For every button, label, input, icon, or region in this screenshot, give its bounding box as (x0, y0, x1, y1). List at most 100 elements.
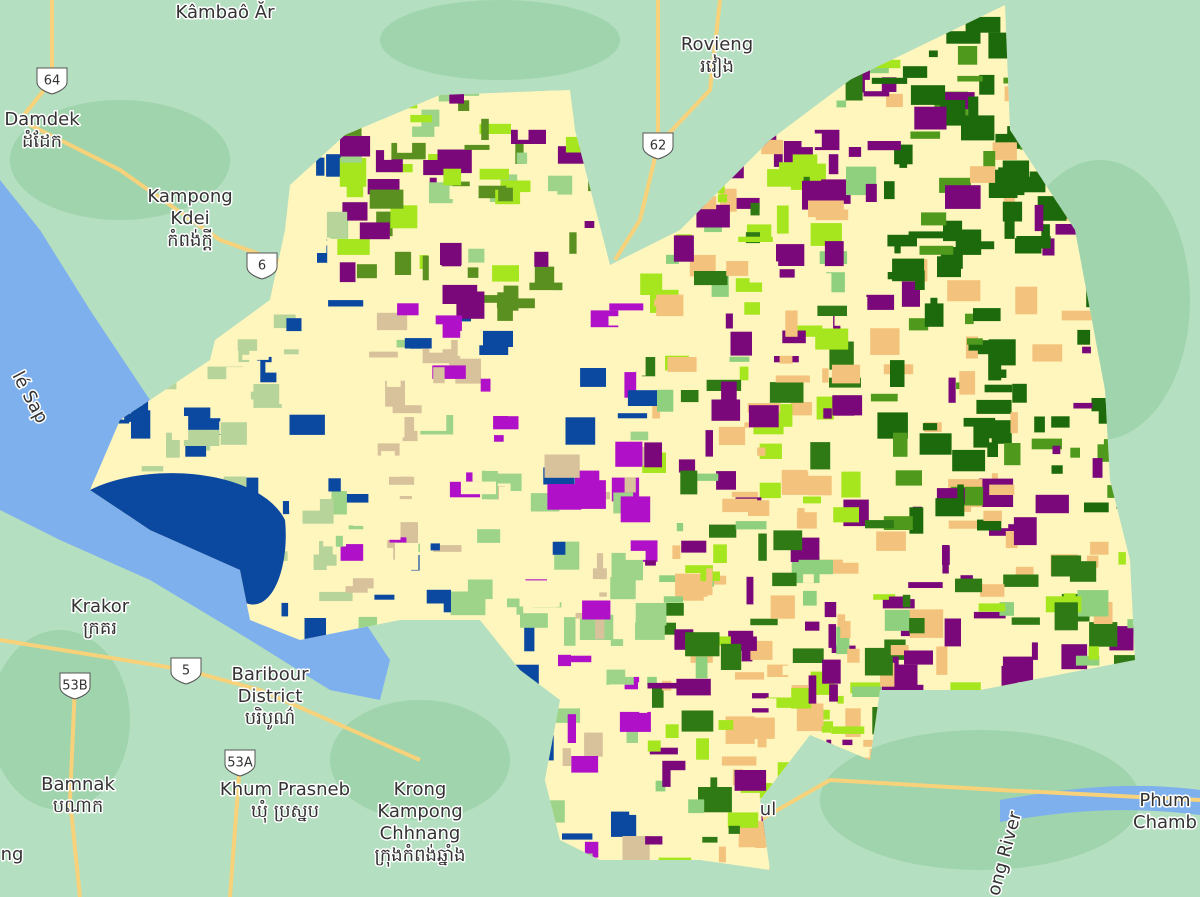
land-patch (868, 59, 901, 69)
land-patch (947, 280, 981, 302)
shield-shape (224, 749, 256, 777)
land-patch (718, 720, 734, 730)
land-patch (909, 507, 924, 534)
land-patch (281, 602, 289, 617)
land-patch (725, 313, 733, 329)
land-patch (837, 695, 844, 704)
land-patch (893, 432, 908, 457)
land-patch (847, 648, 860, 663)
land-patch (557, 380, 566, 400)
shield-shape (36, 67, 68, 95)
land-patch (910, 131, 941, 139)
land-patch (410, 114, 432, 123)
land-patch (731, 491, 758, 498)
land-patch (645, 560, 656, 566)
land-patch (433, 135, 457, 151)
land-patch (833, 507, 859, 523)
land-patch (798, 559, 833, 575)
land-patch (423, 160, 450, 176)
land-patch (238, 342, 250, 363)
land-patch (1031, 438, 1062, 450)
land-patch (599, 332, 623, 353)
land-patch (908, 318, 929, 331)
land-patch (680, 470, 698, 495)
land-patch (921, 212, 947, 226)
land-patch (640, 273, 663, 295)
land-patch (625, 649, 660, 677)
land-patch (183, 429, 220, 446)
land-patch (865, 520, 894, 529)
land-patch (1031, 642, 1038, 660)
land-patch (404, 338, 432, 349)
land-patch (652, 404, 661, 419)
land-patch (746, 717, 775, 739)
land-patch (390, 205, 418, 229)
land-patch (584, 221, 595, 228)
land-patch (245, 427, 273, 440)
land-patch (989, 484, 1015, 495)
land-patch (1127, 619, 1135, 629)
land-patch (499, 486, 507, 501)
land-patch (810, 223, 842, 246)
place-label: Khum Prasneb ឃុំ ប្រស្នប (220, 779, 350, 823)
land-patch (1052, 445, 1061, 455)
land-patch (909, 618, 925, 634)
land-patch (517, 118, 529, 140)
land-patch (477, 529, 501, 543)
label-line: Rovieng (681, 34, 753, 55)
land-patch (390, 164, 419, 173)
land-patch (888, 596, 907, 607)
land-patch (823, 408, 832, 419)
land-patch (620, 496, 651, 523)
land-patch (831, 364, 861, 384)
land-patch (759, 482, 781, 499)
land-patch (836, 100, 847, 108)
land-patch (910, 85, 946, 105)
land-patch (610, 639, 624, 646)
land-patch (567, 714, 576, 743)
land-patch (479, 330, 513, 355)
label-line: បរិបូណ៌ (245, 706, 296, 730)
land-patch (331, 491, 347, 515)
land-patch (965, 313, 974, 325)
land-patch (908, 231, 945, 239)
land-patch (310, 307, 341, 332)
land-patch (709, 524, 737, 538)
land-patch (963, 417, 996, 427)
land-patch (857, 299, 890, 305)
land-patch (695, 656, 708, 679)
shield-number: 5 (182, 664, 190, 679)
land-patch (498, 187, 513, 202)
land-patch (676, 678, 711, 696)
land-patch (999, 369, 1007, 378)
land-patch (791, 688, 812, 709)
land-patch (776, 244, 805, 266)
land-patch (1092, 458, 1103, 478)
land-patch (779, 269, 795, 278)
place-label: Kampong Kdei កំពង់ក្ដី (147, 186, 232, 251)
land-patch (983, 510, 1002, 521)
land-patch (328, 300, 364, 307)
land-patch (755, 836, 766, 848)
land-patch (681, 710, 714, 732)
land-patch (831, 726, 865, 734)
land-patch (564, 617, 576, 646)
land-patch (591, 771, 605, 778)
land-patch (876, 531, 906, 551)
label-line: ដំដែក (22, 129, 62, 152)
land-patch (624, 477, 636, 493)
land-patch (1118, 552, 1126, 565)
land-patch (746, 576, 754, 605)
land-patch (283, 349, 299, 355)
land-patch (666, 254, 679, 264)
land-patch (820, 416, 843, 429)
land-patch (389, 537, 407, 543)
land-patch (450, 425, 468, 434)
land-patch (635, 603, 667, 626)
land-patch (659, 575, 676, 582)
land-patch (785, 310, 798, 337)
land-patch (516, 606, 524, 615)
land-patch (922, 423, 938, 431)
land-patch (569, 232, 577, 254)
